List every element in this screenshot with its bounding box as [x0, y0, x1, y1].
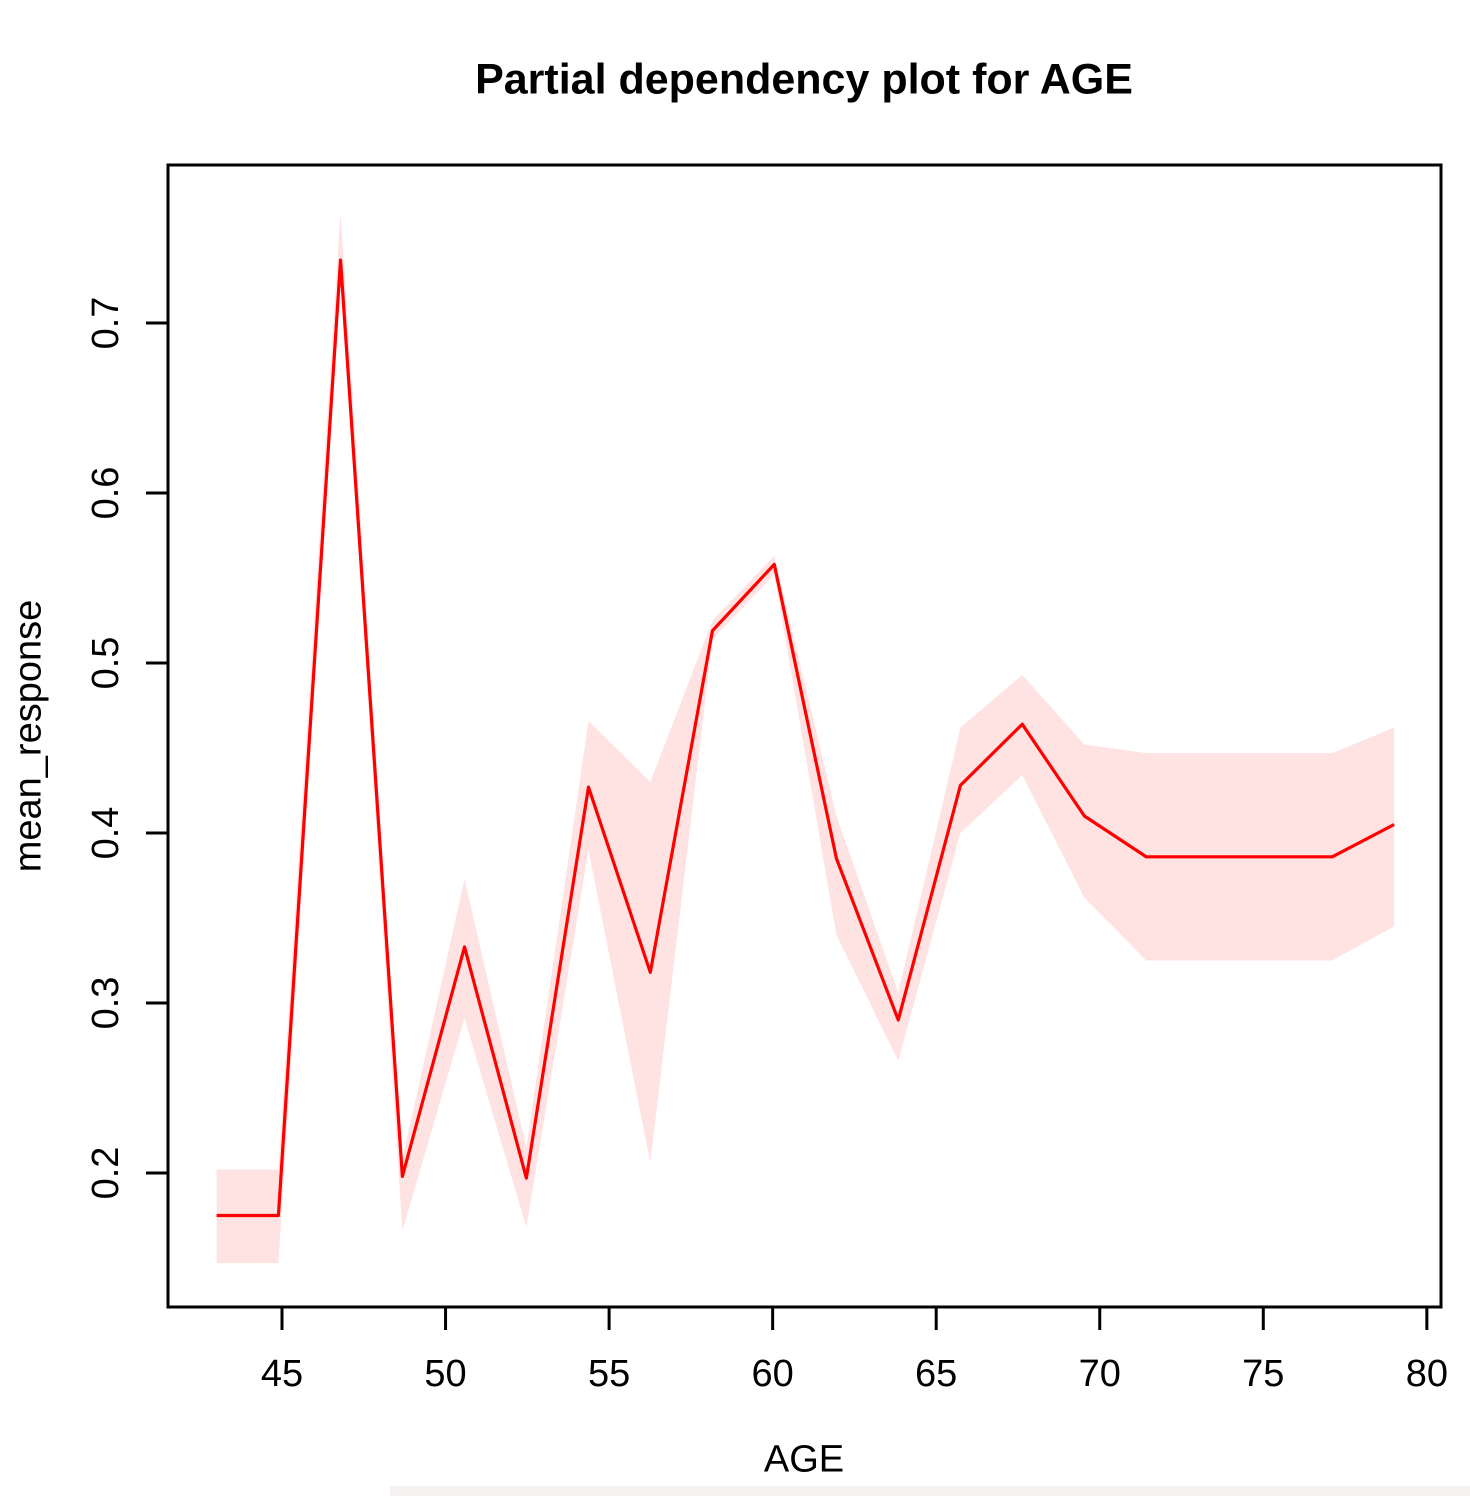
- x-tick-label: 75: [1242, 1353, 1284, 1395]
- y-tick-label: 0.7: [85, 297, 127, 350]
- plot-border: [166, 163, 1443, 1309]
- x-tick-label: 70: [1079, 1353, 1121, 1395]
- x-tick-label: 55: [588, 1353, 630, 1395]
- y-axis-label: mean_response: [7, 599, 50, 873]
- confidence-band: [216, 212, 1395, 1264]
- x-axis-label: AGE: [763, 1438, 845, 1481]
- y-tick-label: 0.3: [85, 977, 127, 1030]
- x-tick-label: 65: [915, 1353, 957, 1395]
- y-tick-label: 0.5: [85, 637, 127, 690]
- chart-title: Partial dependency plot for AGE: [475, 55, 1133, 104]
- x-tick-label: 45: [261, 1353, 303, 1395]
- y-tick-label: 0.6: [85, 467, 127, 520]
- bottom-edge-artifact: [390, 1486, 1470, 1496]
- x-tick-label: 50: [424, 1353, 466, 1395]
- mean-response-line: [216, 258, 1395, 1218]
- x-tick-label: 60: [752, 1353, 794, 1395]
- x-tick-label: 80: [1406, 1353, 1448, 1395]
- y-tick-label: 0.4: [85, 807, 127, 860]
- y-tick-label: 0.2: [85, 1147, 127, 1200]
